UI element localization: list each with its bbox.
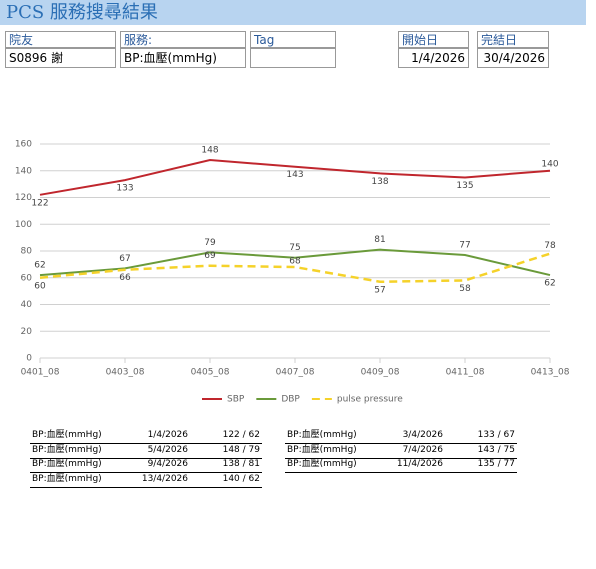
result-row: BP:血壓(mmHg) 3/4/2026 133 / 67 — [285, 429, 517, 444]
x-tick-label: 0407_08 — [276, 368, 315, 378]
data-label: 143 — [286, 170, 303, 180]
end-value[interactable]: 30/4/2026 — [477, 48, 549, 68]
result-row: BP:血壓(mmHg) 13/4/2026 140 / 62 — [30, 473, 262, 488]
result-cell: 9/4/2026 — [147, 459, 188, 469]
result-cell: BP:血壓(mmHg) — [32, 473, 102, 484]
data-label: 62 — [34, 261, 45, 271]
data-label: 58 — [459, 284, 471, 294]
result-cell: 11/4/2026 — [396, 459, 443, 469]
x-tick-label: 0401_08 — [21, 368, 60, 378]
series-line — [39, 248, 551, 277]
result-row: BP:血壓(mmHg) 1/4/2026 122 / 62 — [30, 429, 262, 444]
y-tick-label: 20 — [21, 327, 33, 337]
data-label: 135 — [456, 181, 473, 191]
result-cell: 138 / 81 — [222, 459, 260, 469]
legend-label: DBP — [281, 395, 300, 405]
x-tick-label: 0413_08 — [531, 368, 570, 378]
tag-value[interactable] — [250, 48, 336, 68]
result-row: BP:血壓(mmHg) 5/4/2026 148 / 79 — [30, 444, 262, 459]
result-cell: BP:血壓(mmHg) — [287, 444, 357, 455]
result-cell: 140 / 62 — [222, 473, 260, 484]
legend-label: SBP — [227, 395, 245, 405]
result-cell: 133 / 67 — [477, 430, 515, 440]
resident-value[interactable]: S0896 謝 — [5, 48, 116, 68]
service-value[interactable]: BP:血壓(mmHg) — [120, 48, 246, 68]
result-cell: 5/4/2026 — [147, 444, 188, 455]
x-tick-label: 0409_08 — [361, 368, 400, 378]
data-label: 77 — [459, 241, 470, 251]
data-label: 57 — [374, 285, 385, 295]
start-label: 開始日 — [398, 31, 469, 48]
y-tick-label: 140 — [15, 166, 32, 176]
data-label: 78 — [544, 241, 556, 251]
y-tick-label: 40 — [21, 300, 33, 310]
data-label: 62 — [544, 279, 555, 289]
series-line — [39, 252, 551, 284]
result-cell: 135 / 77 — [477, 459, 515, 469]
y-tick-label: 80 — [21, 247, 33, 257]
result-row: BP:血壓(mmHg) 7/4/2026 143 / 75 — [285, 444, 517, 459]
result-cell: 143 / 75 — [477, 444, 515, 455]
series-line — [39, 159, 551, 196]
data-label: 69 — [204, 251, 216, 261]
service-label: 服務: — [120, 31, 246, 48]
start-value[interactable]: 1/4/2026 — [398, 48, 469, 68]
result-cell: BP:血壓(mmHg) — [32, 444, 102, 455]
end-label: 完結日 — [477, 31, 549, 48]
result-cell: 3/4/2026 — [402, 430, 443, 440]
result-cell: BP:血壓(mmHg) — [32, 459, 102, 469]
y-tick-label: 0 — [26, 354, 32, 364]
data-label: 122 — [31, 198, 48, 208]
data-label: 68 — [289, 257, 301, 267]
x-tick-label: 0403_08 — [106, 368, 145, 378]
result-cell: 122 / 62 — [222, 430, 260, 440]
result-cell: 148 / 79 — [222, 444, 260, 455]
result-cell: 13/4/2026 — [141, 473, 188, 484]
data-label: 67 — [119, 254, 130, 264]
y-tick-label: 160 — [15, 140, 32, 150]
data-label: 138 — [371, 177, 388, 187]
y-tick-label: 100 — [15, 220, 32, 230]
legend-label: pulse pressure — [337, 395, 403, 405]
data-label: 81 — [374, 235, 385, 245]
result-row: BP:血壓(mmHg) 9/4/2026 138 / 81 — [30, 458, 262, 473]
result-row: BP:血壓(mmHg) 11/4/2026 135 / 77 — [285, 458, 517, 473]
result-cell: BP:血壓(mmHg) — [287, 459, 357, 469]
data-label: 66 — [119, 273, 131, 283]
result-cell: 7/4/2026 — [402, 444, 443, 455]
result-cell: 1/4/2026 — [147, 430, 188, 440]
data-label: 140 — [541, 159, 558, 169]
y-tick-label: 120 — [15, 193, 32, 203]
x-tick-label: 0411_08 — [446, 368, 485, 378]
page-title: PCS 服務搜尋結果 — [0, 0, 586, 25]
result-cell: BP:血壓(mmHg) — [32, 430, 102, 440]
data-label: 79 — [204, 238, 216, 248]
data-label: 148 — [201, 146, 218, 156]
data-label: 75 — [289, 243, 300, 253]
result-cell: BP:血壓(mmHg) — [287, 430, 357, 440]
tag-label: Tag — [250, 31, 336, 48]
data-label: 60 — [34, 281, 46, 291]
y-tick-label: 60 — [21, 273, 33, 283]
x-tick-label: 0405_08 — [191, 368, 230, 378]
data-label: 133 — [116, 184, 133, 194]
resident-label: 院友 — [5, 31, 116, 48]
